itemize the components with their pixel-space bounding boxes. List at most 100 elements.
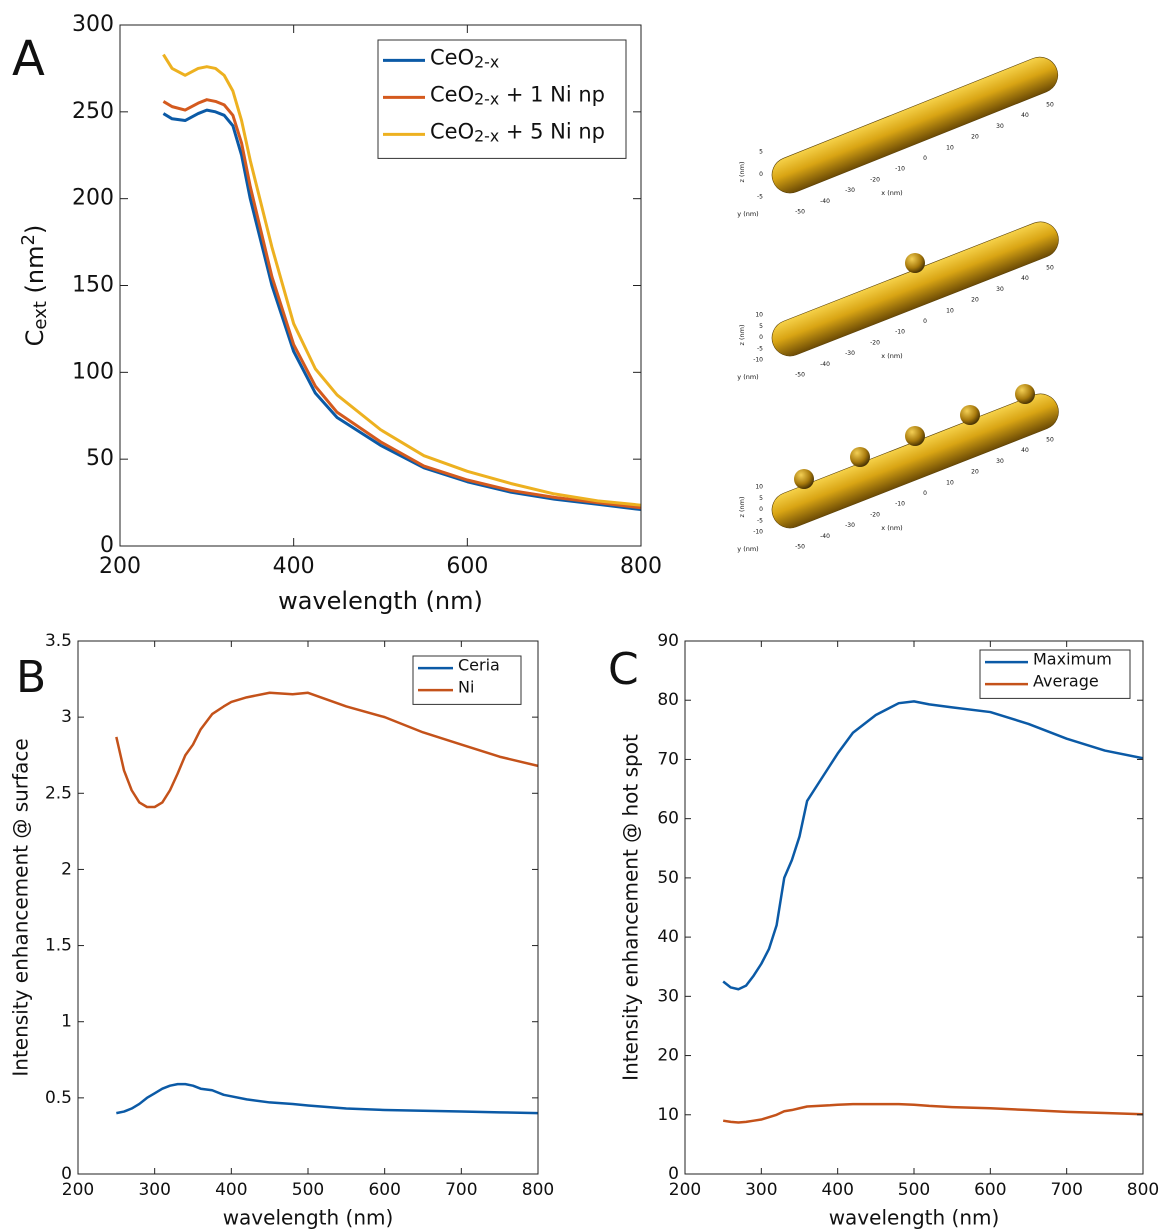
x-tick-label: -30 [845, 187, 855, 194]
y-tick-label: 50 [86, 446, 114, 471]
legend-label: Maximum [1033, 650, 1112, 669]
ni-particle [905, 253, 925, 273]
legend-label: CeO2-x [430, 45, 499, 71]
y-tick-label: 90 [657, 631, 679, 651]
text-part: + 1 Ni np [499, 82, 605, 106]
x-tick-label: 200 [669, 1180, 701, 1200]
ni-particle [794, 469, 814, 489]
chart-panel: C 200 300 400 500 600 700 800 0 10 20 30 40 50 60 70 80 9… [608, 631, 1159, 1230]
x-tick-label: 30 [996, 286, 1004, 293]
x-tick-label: 600 [974, 1180, 1006, 1200]
text-part: ext [30, 301, 51, 329]
ni-particle [960, 405, 980, 425]
x-tick-label: 0 [923, 490, 927, 497]
x-tick-label: 800 [1127, 1180, 1159, 1200]
y-tick-label: 1 [61, 1012, 72, 1032]
z-tick-label: 5 [759, 495, 763, 502]
x-tick-label: 400 [215, 1180, 247, 1200]
ni-particle [850, 447, 870, 467]
x-tick-label: -50 [795, 544, 805, 551]
x-tick-label: -40 [820, 198, 830, 205]
x-tick-label: -10 [895, 501, 905, 508]
y-tick-label: 150 [72, 273, 114, 298]
x-tick-label: 10 [946, 307, 954, 314]
x-tick-label: -50 [795, 209, 805, 216]
y-tick-label: 2 [61, 859, 72, 879]
x-tick-label: 20 [971, 134, 979, 141]
y-tick-label: 60 [657, 809, 679, 829]
rod [771, 221, 1059, 357]
x-tick-label: 40 [1021, 275, 1029, 282]
x-axis-label: wavelength (nm) [278, 587, 483, 615]
x-tick-label: 200 [62, 1180, 94, 1200]
y-tick-label: 50 [657, 868, 679, 888]
x-axis-label: wavelength (nm) [829, 1206, 1000, 1230]
z-axis-label: z (nm) [738, 161, 746, 182]
x-tick-label: -20 [870, 176, 880, 183]
text-part: CeO [430, 82, 474, 106]
text-part: ) [21, 225, 49, 234]
text-part: 2-x [474, 127, 499, 146]
z-axis-label: z (nm) [738, 324, 746, 345]
x-tick-label: 40 [1021, 447, 1029, 454]
x-tick-label: 0 [923, 155, 927, 162]
x-tick-label: 30 [996, 458, 1004, 465]
panel-label: B [16, 652, 46, 703]
text-part: 2-x [474, 90, 499, 109]
y-tick-label: 80 [657, 690, 679, 710]
x-tick-label: 700 [445, 1180, 477, 1200]
x-tick-label: 300 [138, 1180, 170, 1200]
x-tick-label: 200 [99, 554, 141, 579]
x-tick-label: 600 [446, 554, 488, 579]
y-axis-label: y (nm) [737, 210, 758, 218]
z-tick-label: -5 [757, 194, 763, 201]
z-tick-label: -5 [757, 517, 763, 524]
x-tick-label: 700 [1050, 1180, 1082, 1200]
y-tick-label: 0 [668, 1164, 679, 1184]
data-line [115, 691, 539, 809]
x-tick-label: 50 [1046, 437, 1054, 444]
y-tick-label: 100 [72, 359, 114, 384]
x-tick-label: 10 [946, 144, 954, 151]
x-axis-label: x (nm) [881, 352, 902, 360]
text-part: 2 [18, 234, 39, 245]
text-part: 2-x [474, 53, 499, 72]
z-tick-label: 5 [759, 323, 763, 330]
z-tick-label: 0 [759, 171, 763, 178]
y-axis-label: y (nm) [737, 545, 758, 553]
x-tick-label: 600 [368, 1180, 400, 1200]
legend-label: Average [1033, 672, 1099, 691]
y-tick-label: 2.5 [45, 783, 72, 803]
y-tick-label: 250 [72, 99, 114, 124]
x-tick-label: -50 [795, 372, 805, 379]
y-tick-label: 10 [657, 1105, 679, 1125]
text-part: C [21, 330, 49, 347]
x-tick-label: 800 [620, 554, 662, 579]
y-tick-label: 3.5 [45, 631, 72, 651]
z-tick-label: -10 [753, 357, 763, 364]
x-tick-label: -30 [845, 522, 855, 529]
x-tick-label: 50 [1046, 102, 1054, 109]
z-axis-label: z (nm) [738, 496, 746, 517]
x-tick-label: 0 [923, 318, 927, 325]
panel-label: C [608, 644, 639, 695]
text-part: + 5 Ni np [499, 119, 605, 143]
y-tick-label: 40 [657, 927, 679, 947]
legend-label: CeO2-x + 1 Ni np [430, 82, 605, 108]
panel-label: A [12, 31, 45, 87]
x-tick-label: 50 [1046, 265, 1054, 272]
x-tick-label: 800 [522, 1180, 554, 1200]
legend-label: Ni [458, 678, 474, 697]
x-tick-label: 10 [946, 479, 954, 486]
y-tick-label: 300 [72, 12, 114, 37]
x-tick-label: -20 [870, 511, 880, 518]
axes-box [684, 640, 1144, 1175]
z-tick-label: 0 [759, 334, 763, 341]
z-tick-label: 0 [759, 506, 763, 513]
x-tick-label: 30 [996, 123, 1004, 130]
z-tick-label: 5 [759, 149, 763, 156]
x-axis-label: wavelength (nm) [223, 1206, 394, 1230]
